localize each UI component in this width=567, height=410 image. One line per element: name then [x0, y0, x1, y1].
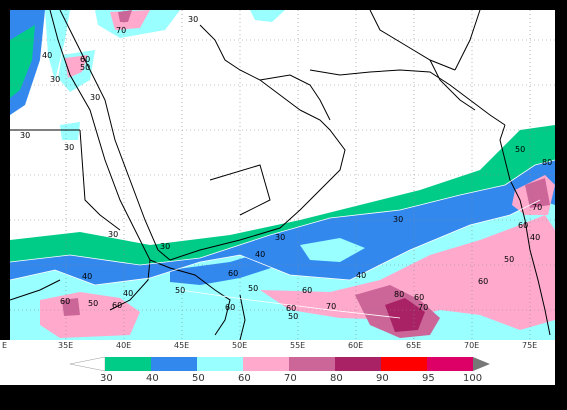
contour-label: 60 [414, 293, 424, 302]
contour-label: 30 [64, 143, 74, 152]
longitude-label: 35E [58, 341, 73, 350]
contour-label: 40 [356, 271, 366, 280]
contour-label: 30 [90, 93, 100, 102]
colorbar-label: 40 [146, 373, 159, 384]
humidity-fields [10, 10, 555, 340]
contour-label: 40 [255, 250, 265, 259]
colorbar-label: 50 [192, 373, 205, 384]
contour-label: 30 [20, 131, 30, 140]
colorbar-swatch [335, 357, 381, 371]
contour-label: 70 [418, 303, 428, 312]
contour-label: 40 [82, 272, 92, 281]
contour-label: 70 [532, 203, 542, 212]
colorbar-label: 70 [284, 373, 297, 384]
lat-lon-grid [10, 10, 555, 340]
colorbar-label: 100 [463, 373, 482, 384]
contour-label: 80 [542, 158, 552, 167]
colorbar-label: 60 [238, 373, 251, 384]
contour-label-group: 30 70 60 50 30 30 40 30 30 30 40 40 60 6… [20, 15, 552, 321]
longitude-label: 45E [174, 341, 189, 350]
contour-label: 40 [42, 51, 52, 60]
contour-label: 50 [88, 299, 98, 308]
contour-label: 30 [188, 15, 198, 24]
longitude-edge-label: E [2, 341, 7, 350]
contour-label: 60 [60, 297, 70, 306]
contour-label: 40 [123, 289, 133, 298]
colorbar-swatch [289, 357, 335, 371]
contour-label: 50 [504, 255, 514, 264]
contour-label: 50 [248, 284, 258, 293]
colorbar-swatch [427, 357, 473, 371]
contour-label: 30 [275, 233, 285, 242]
longitude-axis: E 35E 40E 45E 50E 55E 60E 65E 70E 75E [2, 341, 537, 350]
longitude-label: 55E [290, 341, 305, 350]
contour-label: 60 [80, 55, 90, 64]
colorbar-label: 80 [330, 373, 343, 384]
colorbar-swatch [381, 357, 427, 371]
longitude-label: 40E [116, 341, 131, 350]
contour-label: 70 [326, 302, 336, 311]
contour-label: 50 [515, 145, 525, 154]
colorbar-swatch [197, 357, 243, 371]
longitude-label: 70E [464, 341, 479, 350]
contour-label: 30 [108, 230, 118, 239]
longitude-label: 65E [406, 341, 421, 350]
contour-label: 60 [518, 221, 528, 230]
contour-label: 30 [393, 215, 403, 224]
contour-label: 40 [530, 233, 540, 242]
colorbar-high-arrow [473, 357, 490, 371]
contour-label: 50 [175, 286, 185, 295]
colorbar-label: 90 [376, 373, 389, 384]
contour-label: 30 [160, 242, 170, 251]
contour-label: 60 [228, 269, 238, 278]
coastlines [9, 9, 551, 341]
contour-label: 80 [394, 290, 404, 299]
colorbar-label: 30 [100, 373, 113, 384]
colorbar-swatch [105, 357, 151, 371]
contour-label: 50 [80, 63, 90, 72]
colorbar-swatch [243, 357, 289, 371]
colorbar-label: 95 [422, 373, 435, 384]
contour-lines [9, 159, 556, 319]
contour-label: 60 [112, 301, 122, 310]
longitude-label: 60E [348, 341, 363, 350]
contour-label: 70 [116, 26, 126, 35]
colorbar-swatch [151, 357, 197, 371]
longitude-label: 50E [232, 341, 247, 350]
contour-label: 60 [225, 303, 235, 312]
contour-label: 30 [50, 75, 60, 84]
colorbar: 30 40 50 60 70 80 90 95 100 [69, 356, 490, 384]
contour-label: 60 [302, 286, 312, 295]
contour-label: 50 [288, 312, 298, 321]
contour-label: 60 [478, 277, 488, 286]
longitude-label: 75E [522, 341, 537, 350]
contour-label: 60 [286, 304, 296, 313]
